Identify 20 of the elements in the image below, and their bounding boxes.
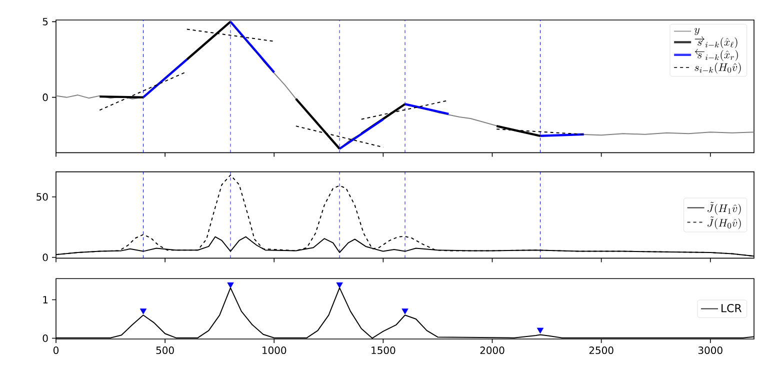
x-tick-label: 0 — [53, 346, 59, 354]
y-tick-label: 1 — [43, 296, 48, 304]
x-tick-label: 3000 — [698, 346, 722, 354]
legend-label: $\overleftarrow{s}_{i-k}(\hat{x}_r)$ — [694, 48, 738, 61]
y-tick-label: 5 — [42, 18, 48, 26]
y-tick-label: 0 — [42, 94, 48, 102]
x-tick-label: 2000 — [480, 346, 504, 354]
y-tick-label: 0 — [42, 254, 48, 262]
legend-label: LCR — [722, 304, 742, 312]
x-tick-label: 2500 — [589, 346, 614, 354]
legend-label: $\tilde{J}(H_1\hat{v})$ — [708, 202, 741, 215]
x-tick-label: 1000 — [262, 346, 286, 354]
legend-label: $s_{i-k}(H_0\hat{v})$ — [694, 62, 741, 74]
x-tick-label: 500 — [156, 346, 174, 354]
legend-label: $\tilde{J}(H_0\hat{v})$ — [708, 216, 741, 230]
legend-label: $\overrightarrow{s}_{i-k}(\hat{x}_\ell)$ — [694, 36, 738, 48]
y-tick-label: 50 — [36, 193, 48, 201]
y-tick-label: 0 — [42, 334, 48, 342]
legend-label: $y$ — [694, 28, 700, 36]
x-tick-label: 1500 — [372, 346, 396, 354]
